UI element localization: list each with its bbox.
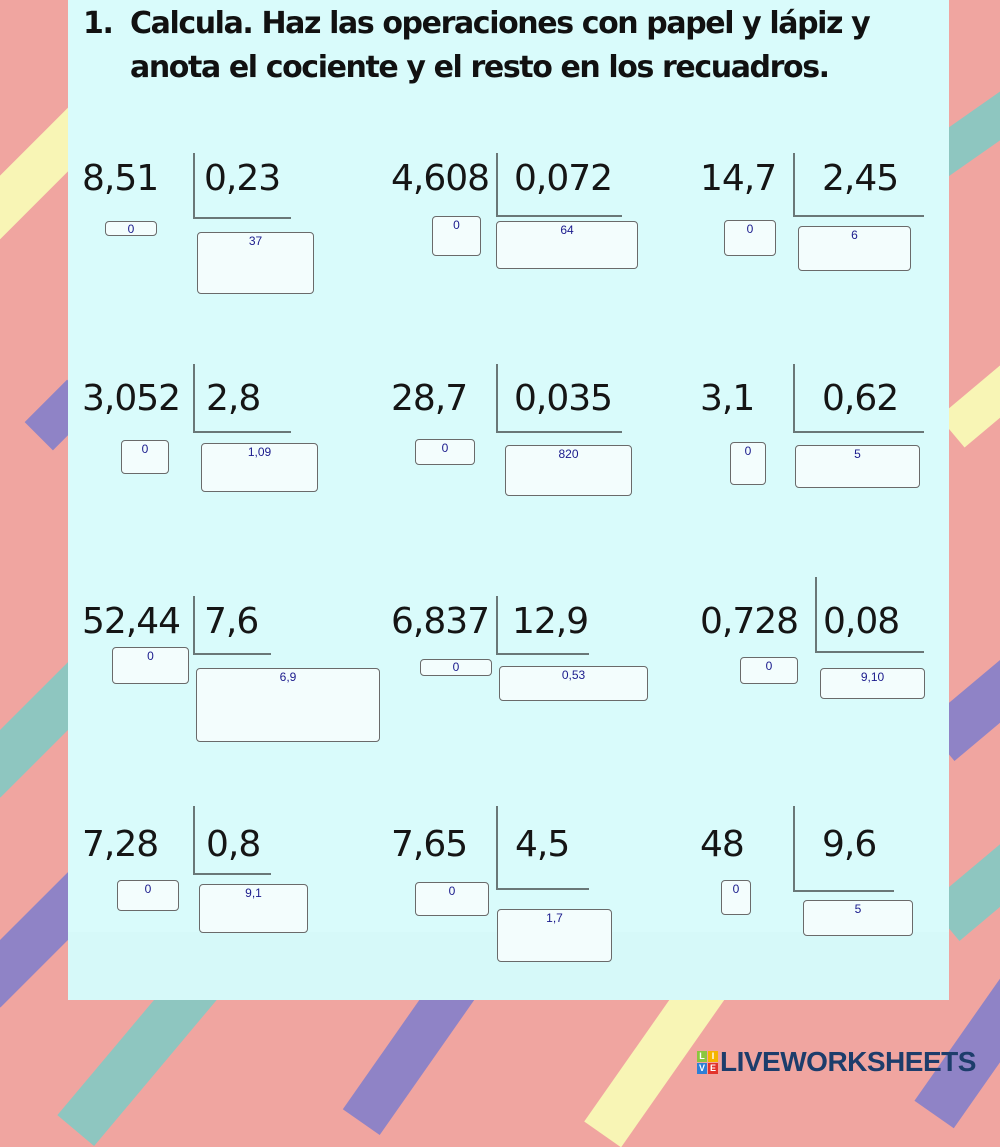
dividend: 3,1 xyxy=(700,378,755,419)
dividend: 0,728 xyxy=(700,601,799,642)
divisor: 0,23 xyxy=(204,158,281,199)
division-bracket-horizontal xyxy=(193,653,271,655)
division-bracket-vertical xyxy=(496,153,498,216)
worksheet-page xyxy=(68,0,949,1000)
dividend: 52,44 xyxy=(82,601,181,642)
division-bracket-vertical xyxy=(496,806,498,889)
logo-letter-v: V xyxy=(697,1062,707,1074)
divisor: 0,08 xyxy=(823,601,900,642)
divisor: 7,6 xyxy=(204,601,259,642)
division-bracket-horizontal xyxy=(496,431,622,433)
quotient-input[interactable]: 820 xyxy=(505,445,632,496)
quotient-input[interactable]: 1,09 xyxy=(201,443,318,492)
logo-letter-e: E xyxy=(708,1062,718,1074)
dividend: 6,837 xyxy=(391,601,490,642)
quotient-input[interactable]: 6,9 xyxy=(196,668,380,742)
remainder-input[interactable]: 0 xyxy=(721,880,751,915)
remainder-input[interactable]: 0 xyxy=(105,221,157,236)
quotient-input[interactable]: 64 xyxy=(496,221,638,269)
division-bracket-vertical xyxy=(793,806,795,891)
dividend: 48 xyxy=(700,824,745,865)
dividend: 7,28 xyxy=(82,824,159,865)
remainder-input[interactable]: 0 xyxy=(121,440,169,474)
division-bracket-horizontal xyxy=(496,215,622,217)
divisor: 0,8 xyxy=(206,824,261,865)
division-bracket-horizontal xyxy=(815,651,924,653)
remainder-input[interactable]: 0 xyxy=(415,882,489,916)
division-bracket-horizontal xyxy=(496,653,589,655)
division-bracket-vertical xyxy=(193,153,195,218)
divisor: 0,035 xyxy=(514,378,613,419)
dividend: 7,65 xyxy=(391,824,468,865)
remainder-input[interactable]: 0 xyxy=(740,657,798,684)
dividend: 4,608 xyxy=(391,158,490,199)
dividend: 28,7 xyxy=(391,378,468,419)
division-bracket-vertical xyxy=(193,806,195,874)
remainder-input[interactable]: 0 xyxy=(730,442,766,485)
remainder-input[interactable]: 0 xyxy=(432,216,481,256)
division-bracket-vertical xyxy=(496,364,498,432)
division-bracket-vertical xyxy=(793,153,795,216)
quotient-input[interactable]: 1,7 xyxy=(497,909,612,962)
divisor: 12,9 xyxy=(512,601,589,642)
quotient-input[interactable]: 37 xyxy=(197,232,314,294)
division-bracket-horizontal xyxy=(193,217,291,219)
division-bracket-vertical xyxy=(496,596,498,654)
division-bracket-horizontal xyxy=(793,431,924,433)
dividend: 3,052 xyxy=(82,378,181,419)
divisor: 9,6 xyxy=(822,824,877,865)
divisor: 4,5 xyxy=(515,824,570,865)
division-bracket-vertical xyxy=(815,577,817,652)
division-bracket-vertical xyxy=(793,364,795,432)
division-bracket-vertical xyxy=(193,596,195,654)
remainder-input[interactable]: 0 xyxy=(420,659,492,676)
remainder-input[interactable]: 0 xyxy=(724,220,776,256)
divisor: 2,45 xyxy=(822,158,899,199)
division-bracket-horizontal xyxy=(193,873,271,875)
quotient-input[interactable]: 9,10 xyxy=(820,668,925,699)
logo-letter-i: I xyxy=(708,1050,718,1062)
division-bracket-horizontal xyxy=(793,215,924,217)
dividend: 14,7 xyxy=(700,158,777,199)
divisor: 0,62 xyxy=(822,378,899,419)
exercise-number: 1. xyxy=(83,6,114,41)
quotient-input[interactable]: 5 xyxy=(795,445,920,488)
division-bracket-vertical xyxy=(193,364,195,432)
divisor: 0,072 xyxy=(514,158,613,199)
quotient-input[interactable]: 5 xyxy=(803,900,913,936)
liveworksheets-logo[interactable]: L I V E LIVEWORKSHEETS xyxy=(697,1046,976,1077)
remainder-input[interactable]: 0 xyxy=(117,880,179,911)
remainder-input[interactable]: 0 xyxy=(415,439,475,465)
division-bracket-horizontal xyxy=(496,888,589,890)
quotient-input[interactable]: 0,53 xyxy=(499,666,648,701)
quotient-input[interactable]: 9,1 xyxy=(199,884,308,933)
logo-text: LIVEWORKSHEETS xyxy=(720,1046,976,1077)
division-bracket-horizontal xyxy=(193,431,291,433)
instruction-text: Calcula. Haz las operaciones con papel y… xyxy=(130,6,871,85)
logo-letter-l: L xyxy=(697,1050,707,1062)
division-bracket-horizontal xyxy=(793,890,894,892)
dividend: 8,51 xyxy=(82,158,159,199)
divisor: 2,8 xyxy=(206,378,261,419)
quotient-input[interactable]: 6 xyxy=(798,226,911,271)
live-blocks-icon: L I V E xyxy=(697,1050,718,1074)
remainder-input[interactable]: 0 xyxy=(112,647,189,684)
